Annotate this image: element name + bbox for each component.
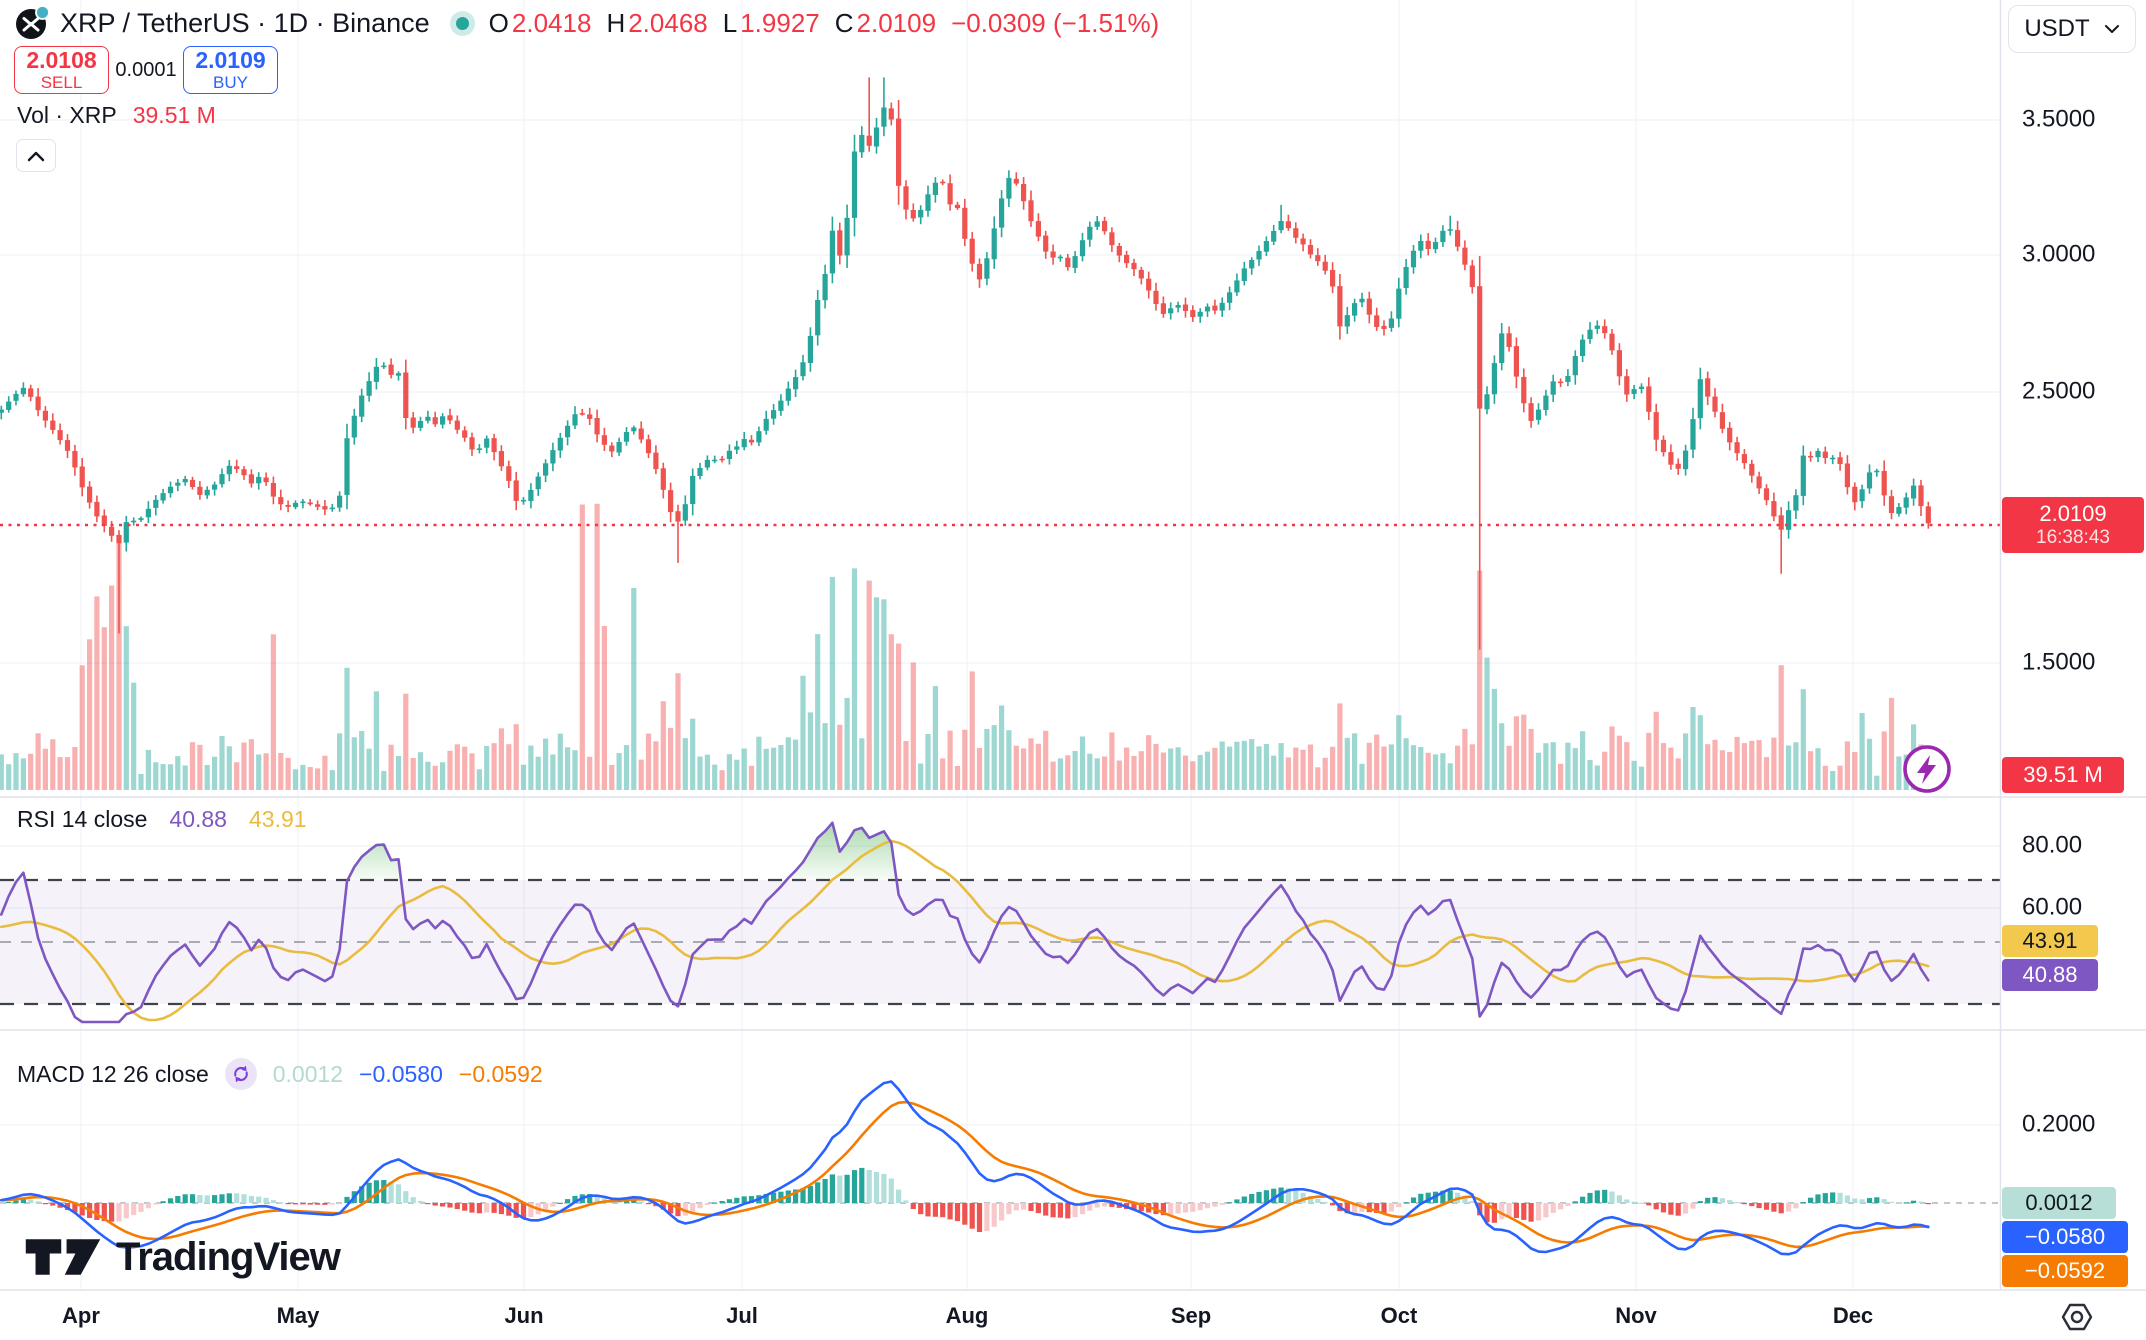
currency-dropdown[interactable]: USDT bbox=[2008, 5, 2136, 53]
rsi-ma-badge: 43.91 bbox=[2002, 925, 2098, 957]
volume-badge: 39.51 M bbox=[2002, 757, 2124, 793]
buy-button[interactable]: 2.0109 BUY bbox=[183, 46, 278, 94]
tradingview-wordmark: TradingView bbox=[116, 1234, 341, 1279]
high-value: 2.0468 bbox=[628, 7, 708, 38]
macd-title[interactable]: MACD 12 26 close bbox=[17, 1060, 209, 1087]
chevron-up-icon bbox=[27, 151, 45, 161]
market-status-icon[interactable] bbox=[455, 16, 469, 30]
tradingview-logo[interactable]: TradingView bbox=[24, 1232, 341, 1282]
open-label: O bbox=[488, 7, 509, 38]
macd-hist-value: 0.0012 bbox=[272, 1060, 344, 1087]
tradingview-mark-icon bbox=[25, 1239, 101, 1275]
macd-hist-badge: 0.0012 bbox=[2002, 1187, 2116, 1219]
last-price-badge: 2.0109 16:38:43 bbox=[2002, 497, 2144, 553]
svg-text:Sep: Sep bbox=[1171, 1303, 1211, 1328]
change-value: −0.0309 (−1.51%) bbox=[951, 7, 1160, 38]
svg-text:80.00: 80.00 bbox=[2022, 831, 2082, 858]
svg-text:Jun: Jun bbox=[504, 1303, 543, 1328]
high-label: H bbox=[606, 7, 626, 38]
macd-signal-value: −0.0592 bbox=[458, 1060, 543, 1087]
macd-signal-badge: −0.0592 bbox=[2002, 1255, 2128, 1287]
svg-text:1.5000: 1.5000 bbox=[2022, 648, 2095, 675]
rsi-title[interactable]: RSI 14 close bbox=[17, 806, 148, 832]
collapse-legend-button[interactable] bbox=[16, 139, 56, 172]
volume-value: 39.51 M bbox=[132, 102, 216, 128]
svg-text:Oct: Oct bbox=[1381, 1303, 1418, 1328]
buy-label: BUY bbox=[213, 72, 248, 92]
gear-icon bbox=[2061, 1303, 2093, 1331]
svg-text:Nov: Nov bbox=[1615, 1303, 1657, 1328]
svg-text:0.2000: 0.2000 bbox=[2022, 1110, 2095, 1137]
sell-label: SELL bbox=[40, 72, 83, 92]
rsi-badge: 40.88 bbox=[2002, 959, 2098, 991]
sell-button[interactable]: 2.0108 SELL bbox=[14, 46, 109, 94]
chevron-down-icon bbox=[2104, 25, 2119, 33]
lightning-icon bbox=[1903, 745, 1951, 793]
buy-price: 2.0109 bbox=[195, 46, 266, 73]
currency-selected: USDT bbox=[2024, 15, 2090, 42]
macd-legend: MACD 12 26 close 0.0012 −0.0580 −0.0592 bbox=[17, 1058, 543, 1090]
svg-text:2.5000: 2.5000 bbox=[2022, 377, 2095, 404]
svg-text:Apr: Apr bbox=[62, 1303, 100, 1328]
low-value: 1.9927 bbox=[740, 7, 820, 38]
rsi-value: 40.88 bbox=[169, 806, 227, 832]
low-label: L bbox=[722, 7, 738, 38]
sync-icon[interactable] bbox=[224, 1058, 257, 1090]
macd-line-badge: −0.0580 bbox=[2002, 1221, 2128, 1253]
spread-value: 0.0001 bbox=[115, 58, 177, 81]
lightning-trade-button[interactable] bbox=[1901, 743, 1953, 795]
svg-text:3.0000: 3.0000 bbox=[2022, 240, 2095, 267]
symbol-title[interactable]: XRP / TetherUS · 1D · Binance bbox=[60, 7, 430, 38]
svg-text:60.00: 60.00 bbox=[2022, 893, 2082, 920]
svg-text:May: May bbox=[277, 1303, 321, 1328]
open-value: 2.0418 bbox=[511, 7, 592, 38]
volume-label: Vol · XRP bbox=[17, 102, 117, 128]
rsi-ma-value: 43.91 bbox=[248, 806, 307, 832]
sell-price: 2.0108 bbox=[26, 46, 97, 73]
axis-settings-button[interactable] bbox=[2054, 1296, 2100, 1338]
svg-text:Dec: Dec bbox=[1833, 1303, 1873, 1328]
xrp-logo-icon bbox=[16, 5, 50, 39]
macd-line-value: −0.0580 bbox=[359, 1060, 443, 1087]
ohlc-legend: O 2.0418 H 2.0468 L 1.9927 C 2.0109 bbox=[489, 8, 936, 39]
close-value: 2.0109 bbox=[856, 7, 937, 38]
volume-legend: Vol · XRP 39.51 M bbox=[17, 102, 216, 129]
close-label: C bbox=[834, 7, 854, 38]
svg-text:3.5000: 3.5000 bbox=[2022, 105, 2095, 132]
svg-text:Aug: Aug bbox=[946, 1303, 989, 1328]
svg-text:Jul: Jul bbox=[726, 1303, 758, 1328]
rsi-legend: RSI 14 close 40.88 43.91 bbox=[17, 806, 307, 833]
